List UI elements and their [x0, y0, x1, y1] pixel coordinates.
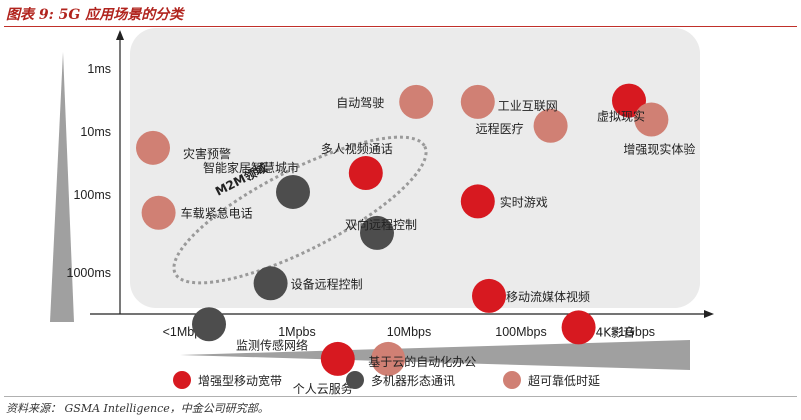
figure-title: 图表 9: 5G 应用场景的分类: [6, 7, 184, 23]
scenario-marker: [561, 310, 596, 345]
x-tick-label: >1Gbps: [611, 325, 655, 339]
scenario-label: 双向远程控制: [345, 217, 417, 232]
latency-wedge: [50, 52, 74, 322]
x-tick-label: 100Mbps: [495, 325, 546, 339]
scenario-marker: [371, 341, 406, 376]
scenario-marker: [348, 156, 383, 191]
m2m-region: [172, 135, 428, 285]
scenario-label: 多人视频通话: [321, 141, 393, 156]
source-divider: [4, 396, 797, 397]
scenario-marker: [612, 83, 646, 118]
y-tick-label: 100ms: [73, 188, 111, 202]
title-divider: [4, 26, 797, 27]
source-note: 资料来源： GSMA Intelligence，中金公司研究部。: [6, 402, 269, 415]
legend-marker: [346, 371, 364, 389]
scenario-label: 设备远程控制: [291, 276, 363, 291]
bandwidth-wedge: [180, 340, 690, 370]
right-panel: [497, 28, 700, 308]
scenario-label: 4K影音: [596, 324, 636, 339]
y-axis-arrow: [116, 30, 124, 40]
scenario-label: 增强现实体验: [623, 142, 695, 157]
scenario-label: 实时游戏: [500, 194, 548, 209]
scenario-marker: [141, 195, 176, 230]
scenario-marker: [320, 341, 355, 376]
scenario-label: 智能家居智慧城市: [203, 160, 299, 175]
scenario-marker: [460, 84, 495, 119]
scenario-marker: [533, 108, 568, 143]
x-tick-label: 10Mbps: [387, 325, 431, 339]
scenario-label: 监测传感网络: [236, 337, 308, 352]
scenario-marker: [276, 174, 310, 209]
legend-label: 增强型移动宽带: [198, 373, 282, 388]
scenario-label: 远程医疗: [476, 121, 524, 136]
scenario-label: 工业互联网: [498, 99, 558, 113]
scenario-marker: [399, 84, 434, 119]
scenario-label: 个人云服务: [293, 381, 353, 395]
scenario-label: 灾害预警: [183, 146, 231, 161]
scenario-marker: [253, 266, 288, 301]
scenario-label: 自动驾驶: [336, 95, 384, 110]
x-axis-arrow: [704, 310, 714, 318]
y-tick-label: 1ms: [87, 62, 111, 76]
x-tick-label: 1Mpbs: [278, 325, 316, 339]
y-tick-label: 1000ms: [67, 266, 111, 280]
legend-label: 超可靠低时延: [528, 373, 600, 388]
legend-marker: [173, 371, 191, 389]
scenario-marker: [472, 278, 506, 313]
scenario-marker: [136, 130, 170, 165]
scenario-marker: [192, 307, 226, 342]
legend-marker: [503, 371, 521, 389]
scenario-marker: [460, 184, 495, 219]
scenario-marker: [360, 215, 394, 250]
scenario-label: 移动流媒体视频: [506, 289, 590, 304]
scenario-marker: [634, 102, 669, 137]
scenario-label: 车载紧急电话: [181, 206, 253, 221]
scenario-label: 基于云的自动化办公: [368, 354, 476, 369]
scenario-label: 虚拟现实: [597, 109, 645, 124]
y-tick-label: 10ms: [80, 125, 111, 139]
legend-label: 多机器形态通讯: [371, 374, 455, 388]
